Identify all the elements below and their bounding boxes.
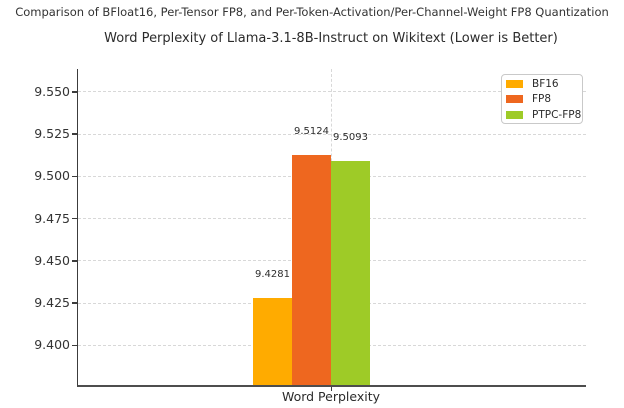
legend-item-bf16: BF16 (506, 78, 582, 90)
bar-value-label: 9.4281 (255, 268, 290, 280)
y-gridline (78, 133, 586, 135)
y-tick-label: 9.525 (34, 126, 70, 142)
legend-item-ptpc-fp8: PTPC-FP8 (506, 109, 582, 121)
chart-title: Word Perplexity of Llama-3.1-8B-Instruct… (104, 31, 558, 46)
x-axis-label: Word Perplexity (281, 389, 381, 404)
legend-swatch-bf16 (506, 79, 523, 88)
legend-swatch-ptpc-fp8 (506, 110, 523, 119)
legend-label-ptpc-fp8: PTPC-FP8 (532, 108, 582, 121)
y-tick-label: 9.450 (34, 252, 70, 268)
bar-value-label: 9.5093 (333, 131, 368, 143)
bar-bf16 (253, 297, 292, 385)
y-tick-label: 9.475 (34, 210, 70, 226)
y-tick-label: 9.550 (34, 83, 70, 99)
y-tick-mark (71, 302, 77, 304)
y-tick-mark (71, 217, 77, 220)
y-tick-label: 9.400 (34, 337, 70, 353)
bar-ptpc-fp8 (331, 160, 370, 385)
bar-value-label: 9.5124 (294, 126, 329, 138)
y-tick-mark (71, 133, 77, 135)
y-tick-label: 9.500 (34, 168, 70, 184)
legend-label-fp8: FP8 (532, 93, 552, 105)
x-tick-mark (330, 387, 332, 391)
plot-area: 9.550 9.525 9.500 9.475 9.450 9.425 9.400 BF16… (34, 69, 586, 391)
y-tick-mark (71, 175, 77, 178)
bar-fp8 (292, 155, 331, 385)
y-gridline (78, 91, 586, 93)
figure-suptitle: Comparison of BFloat16, Per-Tensor FP8, … (15, 5, 609, 19)
legend-label-bf16: BF16 (532, 77, 559, 90)
legend-swatch-fp8 (506, 95, 523, 103)
y-tick-label: 9.425 (34, 295, 70, 311)
legend-item-fp8: FP8 (506, 93, 582, 105)
legend: BF16 FP8 PTPC-FP8 (501, 74, 583, 124)
y-tick-mark (71, 344, 77, 347)
y-tick-mark (71, 260, 77, 262)
y-tick-mark (71, 91, 77, 93)
